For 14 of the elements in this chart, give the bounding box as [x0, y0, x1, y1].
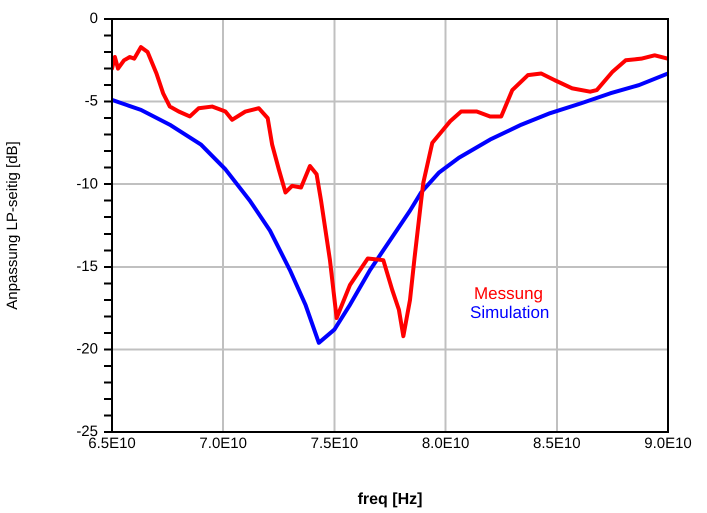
y-tick-label: -5	[84, 92, 98, 110]
x-axis-title: freq [Hz]	[358, 490, 422, 508]
y-tick-label: 0	[90, 10, 98, 28]
x-tick-label: 8.5E10	[533, 435, 581, 452]
x-tick-label: 9.0E10	[644, 435, 692, 452]
y-tick-label: -10	[76, 175, 98, 192]
y-tick-label: -15	[76, 258, 98, 275]
y-tick-label: -20	[76, 340, 98, 358]
text: Simulation	[470, 303, 550, 322]
text: Messung	[473, 284, 544, 303]
x-tick-label: 7.5E10	[310, 435, 358, 452]
y-axis-title: Anpassung LP-seitig [dB]	[4, 141, 22, 310]
x-tick-label: 8.0E10	[422, 435, 470, 452]
x-tick-label: 7.0E10	[199, 435, 247, 452]
